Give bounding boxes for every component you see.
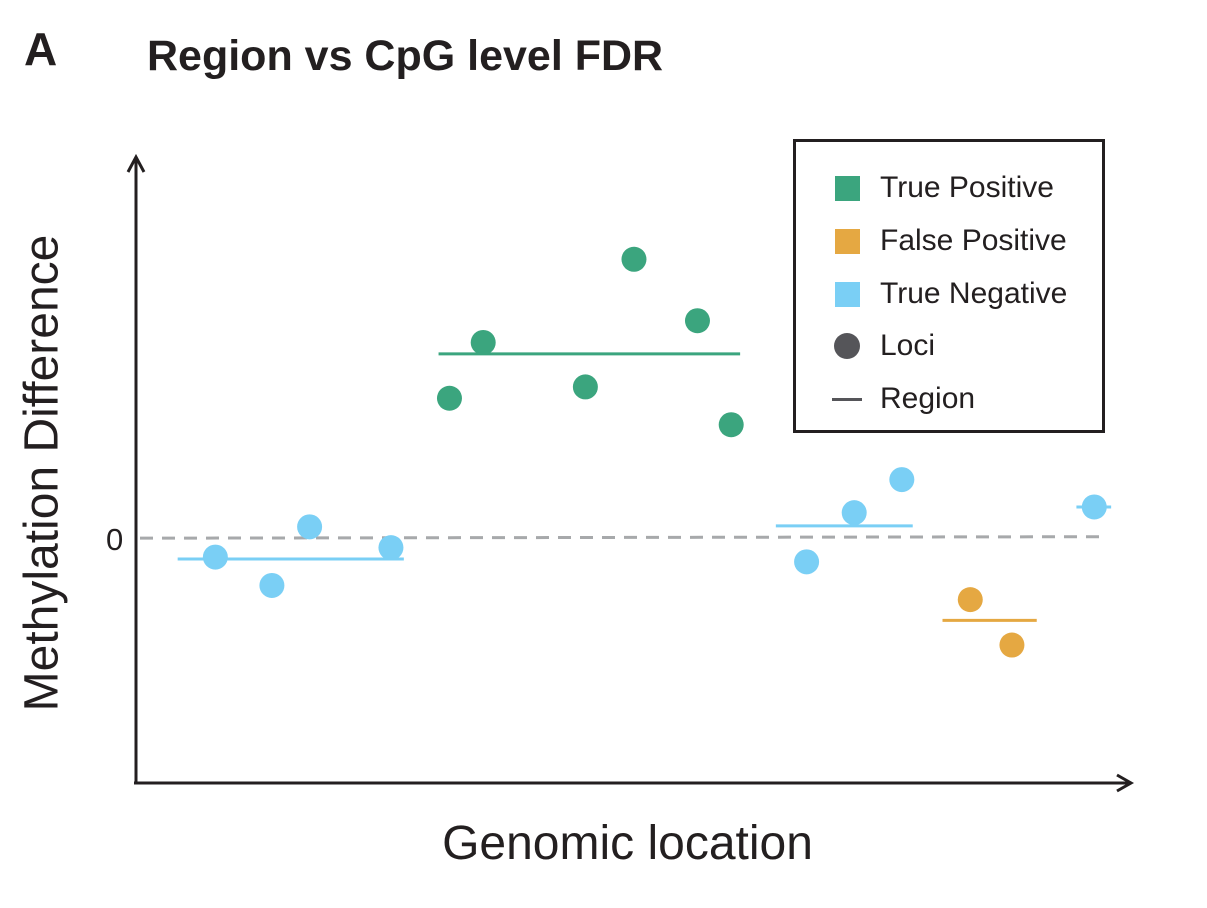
y-tick-label: 0 (106, 522, 124, 557)
locus-point-true-positive (436, 385, 462, 411)
x-axis-label: Genomic location (442, 817, 813, 870)
locus-point-true-negative (297, 514, 323, 540)
legend-item-true-positive: True Positive (832, 168, 1054, 208)
locus-point-true-positive (572, 374, 598, 400)
locus-point-true-negative (1081, 494, 1107, 520)
true-positive-square-icon (834, 175, 860, 201)
locus-point-true-negative (841, 500, 867, 526)
zero-reference-line (139, 535, 1109, 540)
locus-point-true-positive (684, 308, 710, 334)
locus-point-true-negative (259, 572, 285, 598)
locus-point-true-positive (621, 246, 647, 272)
locus-point-false-positive (999, 632, 1025, 658)
y-axis-arrow (126, 153, 146, 173)
legend-item-false-positive: False Positive (832, 221, 1067, 261)
legend-label: Loci (880, 329, 936, 362)
locus-point-true-negative (794, 549, 820, 575)
region-line-icon (832, 397, 862, 401)
legend-label: False Positive (880, 224, 1067, 257)
legend: True Positive False Positive True Negati… (793, 139, 1105, 433)
legend-label: True Positive (880, 171, 1054, 204)
panel-letter: A (24, 23, 58, 75)
legend-item-true-negative: True Negative (832, 274, 1067, 314)
locus-point-true-negative (889, 467, 915, 493)
locus-point-true-negative (202, 544, 228, 570)
loci-circle-icon (834, 333, 860, 359)
chart-title: Region vs CpG level FDR (147, 32, 664, 80)
legend-label: Region (880, 382, 976, 415)
x-axis-arrow (1116, 773, 1135, 793)
legend-item-region: Region (832, 379, 975, 419)
locus-point-true-positive (470, 329, 496, 355)
legend-label: True Negative (880, 277, 1068, 310)
y-axis-label: Methylation Difference (15, 234, 69, 712)
locus-point-true-negative (378, 535, 404, 561)
locus-point-false-positive (957, 587, 983, 613)
true-negative-square-icon (834, 281, 860, 307)
false-positive-square-icon (834, 228, 860, 254)
legend-item-loci: Loci (832, 326, 935, 366)
locus-point-true-positive (718, 412, 744, 438)
